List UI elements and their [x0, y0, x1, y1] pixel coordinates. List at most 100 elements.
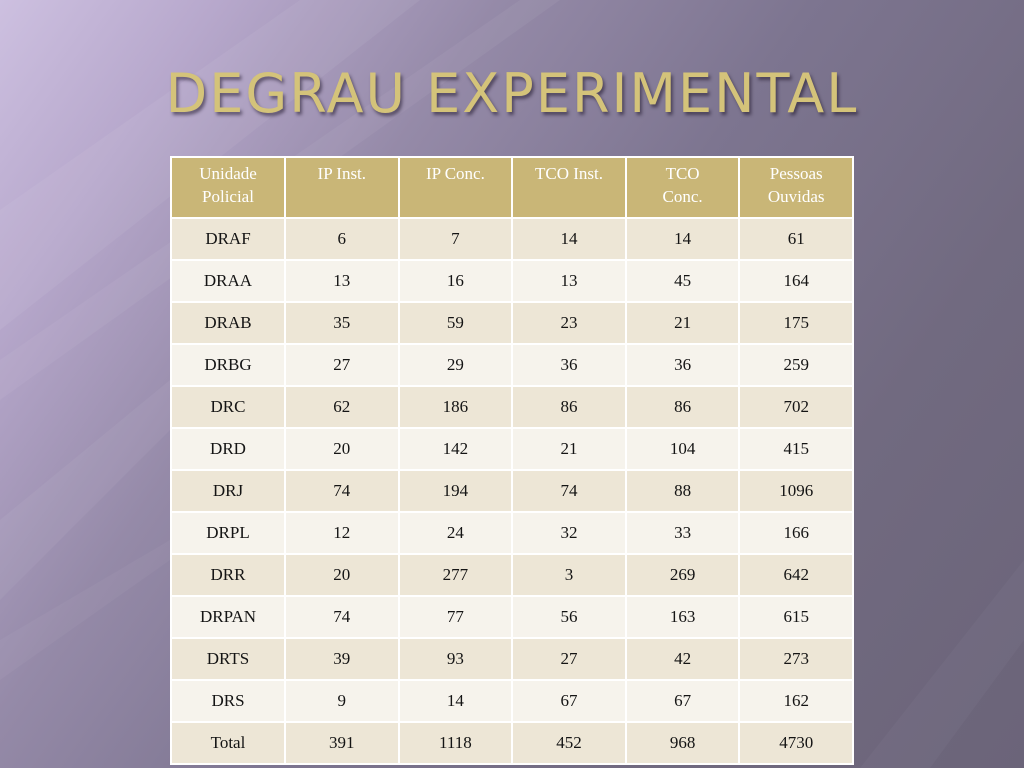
value-cell: 14 [397, 679, 514, 723]
value-cell: 62 [284, 385, 400, 429]
value-cell: 88 [624, 469, 741, 513]
unit-name-cell: DRD [170, 427, 286, 471]
data-table: Unidade Policial IP Inst. IP Conc. TCO Inst.… [170, 156, 854, 765]
value-cell: 59 [397, 301, 514, 345]
unit-name-cell: DRTS [170, 637, 286, 681]
table-row: DRC 62 186 86 86 702 [170, 385, 854, 429]
value-cell: 67 [624, 679, 741, 723]
value-cell: 452 [511, 721, 627, 765]
value-cell: 186 [397, 385, 514, 429]
column-header: IP Conc. [397, 156, 514, 219]
value-cell: 166 [738, 511, 854, 555]
column-header-label: Conc. [662, 187, 703, 206]
value-cell: 14 [624, 217, 741, 261]
table-body: DRAF 6 7 14 14 61 DRAA 13 16 13 45 164 DRAB 35 59 23 21 1… [170, 217, 854, 765]
value-cell: 162 [738, 679, 854, 723]
value-cell: 93 [397, 637, 514, 681]
value-cell: 9 [284, 679, 400, 723]
unit-name-cell: DRPL [170, 511, 286, 555]
value-cell: 277 [397, 553, 514, 597]
column-header-label: Unidade [199, 164, 257, 183]
table-row: DRAF 6 7 14 14 61 [170, 217, 854, 261]
column-header-label: Ouvidas [767, 187, 825, 206]
column-header-label: TCO [665, 164, 700, 183]
value-cell: 24 [397, 511, 514, 555]
value-cell: 74 [284, 469, 400, 513]
value-cell: 13 [511, 259, 627, 303]
value-cell: 36 [511, 343, 627, 387]
value-cell: 3 [511, 553, 627, 597]
value-cell: 642 [738, 553, 854, 597]
column-header-label: Pessoas [769, 164, 823, 183]
value-cell: 968 [624, 721, 741, 765]
value-cell: 77 [397, 595, 514, 639]
unit-name-cell: DRS [170, 679, 286, 723]
column-header-label: Policial [202, 187, 254, 206]
value-cell: 21 [511, 427, 627, 471]
total-row: Total 391 1118 452 968 4730 [170, 721, 854, 765]
value-cell: 35 [284, 301, 400, 345]
slide-title: DEGRAU EXPERIMENTAL [165, 62, 859, 125]
value-cell: 23 [511, 301, 627, 345]
table-row: DRR 20 277 3 269 642 [170, 553, 854, 597]
value-cell: 142 [397, 427, 514, 471]
value-cell: 74 [284, 595, 400, 639]
value-cell: 194 [397, 469, 514, 513]
value-cell: 259 [738, 343, 854, 387]
table-row: DRBG 27 29 36 36 259 [170, 343, 854, 387]
value-cell: 27 [284, 343, 400, 387]
unit-name-cell: DRC [170, 385, 286, 429]
value-cell: 4730 [738, 721, 854, 765]
value-cell: 67 [511, 679, 627, 723]
value-cell: 175 [738, 301, 854, 345]
value-cell: 415 [738, 427, 854, 471]
unit-name-cell: DRPAN [170, 595, 286, 639]
value-cell: 39 [284, 637, 400, 681]
value-cell: 391 [284, 721, 400, 765]
unit-name-cell: DRJ [170, 469, 286, 513]
value-cell: 163 [624, 595, 741, 639]
value-cell: 86 [511, 385, 627, 429]
value-cell: 61 [738, 217, 854, 261]
unit-name-cell: DRR [170, 553, 286, 597]
table-row: DRJ 74 194 74 88 1096 [170, 469, 854, 513]
column-header: Unidade Policial [170, 156, 286, 219]
value-cell: 20 [284, 427, 400, 471]
value-cell: 7 [397, 217, 514, 261]
value-cell: 86 [624, 385, 741, 429]
table-row: DRPL 12 24 32 33 166 [170, 511, 854, 555]
table-row: DRD 20 142 21 104 415 [170, 427, 854, 471]
value-cell: 56 [511, 595, 627, 639]
value-cell: 6 [284, 217, 400, 261]
column-header-label: IP Conc. [425, 164, 485, 183]
column-header: IP Inst. [284, 156, 400, 219]
value-cell: 32 [511, 511, 627, 555]
value-cell: 20 [284, 553, 400, 597]
unit-name-cell: DRAA [170, 259, 286, 303]
value-cell: 74 [511, 469, 627, 513]
value-cell: 33 [624, 511, 741, 555]
column-header: TCO Conc. [624, 156, 741, 219]
value-cell: 21 [624, 301, 741, 345]
value-cell: 1096 [738, 469, 854, 513]
value-cell: 45 [624, 259, 741, 303]
table-row: DRPAN 74 77 56 163 615 [170, 595, 854, 639]
value-cell: 29 [397, 343, 514, 387]
value-cell: 104 [624, 427, 741, 471]
value-cell: 615 [738, 595, 854, 639]
table-row: DRAB 35 59 23 21 175 [170, 301, 854, 345]
column-header-label: IP Inst. [317, 164, 367, 183]
unit-name-cell: DRAB [170, 301, 286, 345]
value-cell: 269 [624, 553, 741, 597]
value-cell: 16 [397, 259, 514, 303]
column-header-label: TCO Inst. [534, 164, 603, 183]
value-cell: 36 [624, 343, 741, 387]
table-row: DRS 9 14 67 67 162 [170, 679, 854, 723]
value-cell: 14 [511, 217, 627, 261]
value-cell: 273 [738, 637, 854, 681]
unit-name-cell: DRBG [170, 343, 286, 387]
unit-name-cell: DRAF [170, 217, 286, 261]
value-cell: 702 [738, 385, 854, 429]
value-cell: 164 [738, 259, 854, 303]
column-header: TCO Inst. [511, 156, 627, 219]
